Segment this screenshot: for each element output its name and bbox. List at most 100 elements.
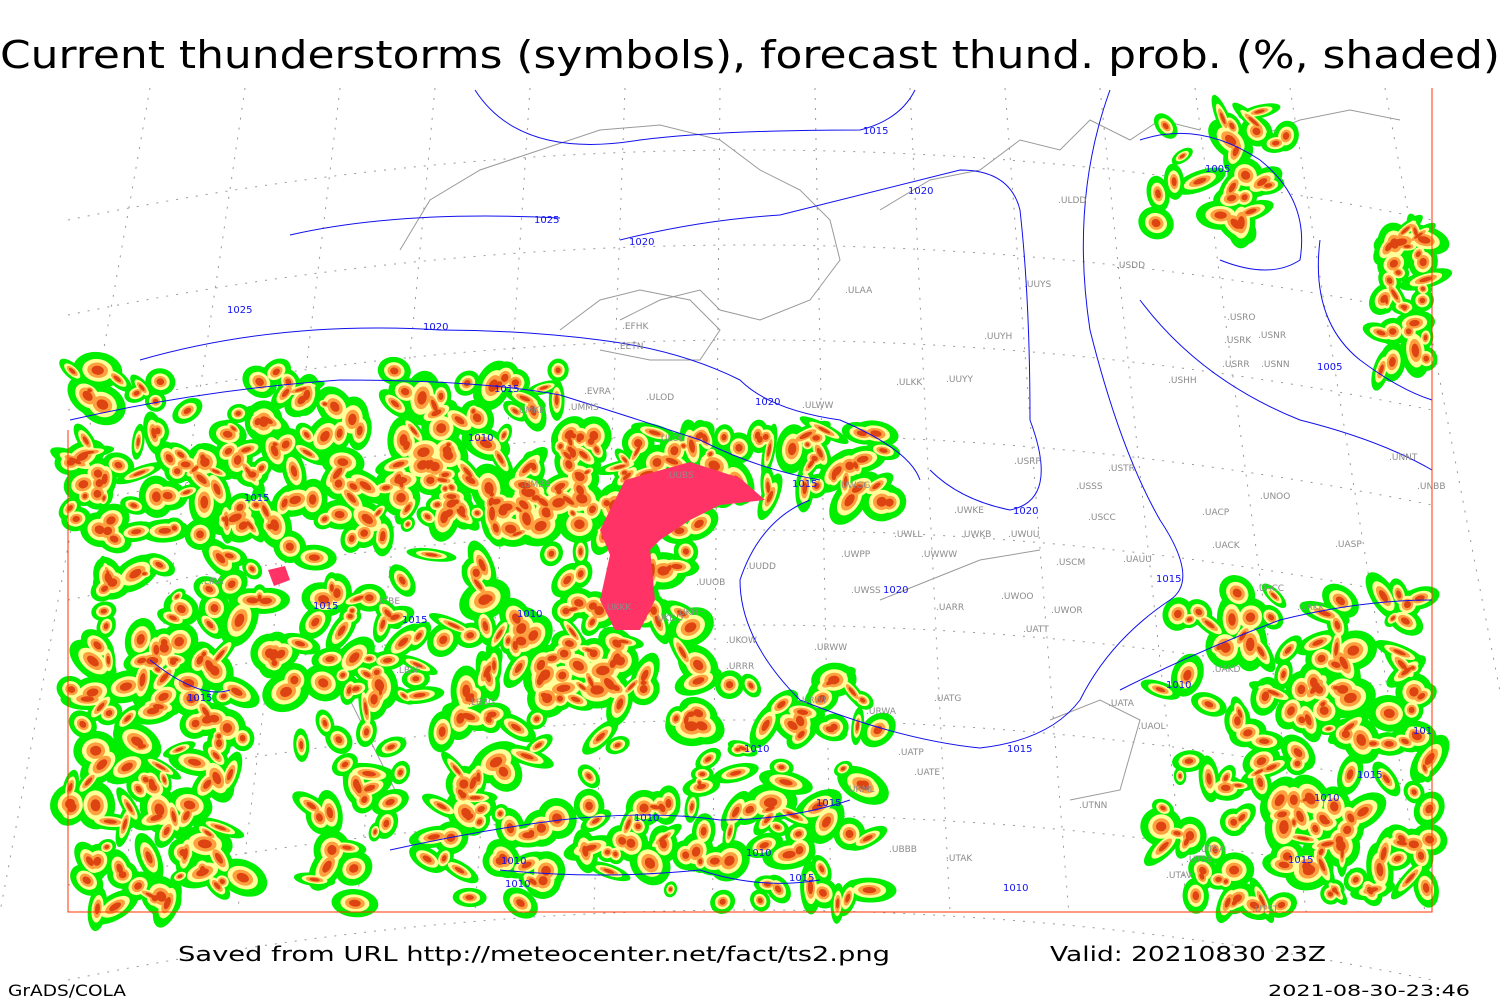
station-label: .UUOB (696, 578, 725, 588)
isobar-label: 1020 (629, 237, 654, 248)
station-label: .UNOO (1260, 492, 1290, 502)
station-label: .UUDD (746, 562, 776, 572)
isobar-label: 1025 (227, 305, 252, 316)
probability-cell (80, 696, 95, 702)
isobar-label: 1010 (517, 609, 542, 620)
station-label: .UATE (914, 768, 940, 778)
station-label: .USRO (1227, 313, 1256, 323)
isobar-label: 1020 (755, 397, 780, 408)
map-title: Current thunderstorms (symbols), forecas… (0, 33, 1500, 77)
station-label: .UASP (1335, 540, 1362, 550)
isobar-label: 1010 (1003, 883, 1028, 894)
station-label: .USRK (1224, 336, 1252, 346)
station-label: .URRR (726, 662, 754, 672)
coastline (399, 124, 841, 321)
station-label: .ULAA (845, 286, 873, 296)
station-label: .UAOL (1138, 722, 1166, 732)
station-label: .URWI (799, 696, 826, 706)
station-label: .EVRA (584, 387, 612, 397)
meridian-line (1384, 87, 1500, 694)
station-label: .UWOR (1051, 606, 1083, 616)
isobar-label: 1025 (534, 215, 559, 226)
station-label: .UUYY (946, 375, 974, 385)
station-label: .UAKD (1212, 665, 1241, 675)
probability-cell (657, 566, 670, 576)
station-label: .UACC (1256, 584, 1284, 594)
coastline (879, 119, 1201, 211)
isobar-label: 1010 (501, 856, 526, 867)
probability-cell (594, 606, 605, 616)
station-label: .UATG (934, 694, 961, 704)
probability-cell (1405, 328, 1412, 335)
station-label: .UWKB (961, 530, 991, 540)
station-label: .UNNT (1389, 453, 1418, 463)
isobar-label: 1010 (746, 848, 771, 859)
coastline (879, 549, 1041, 601)
station-label: .USNN (1261, 360, 1290, 370)
station-label: .EFHK (622, 322, 649, 332)
isobar-label: 1020 (908, 186, 933, 197)
station-label: .LBSF (396, 666, 421, 676)
station-label: .UARR (936, 603, 964, 613)
station-label: .UTNN (1079, 801, 1107, 811)
coastline (1049, 699, 1141, 801)
station-label: .UWUU (1008, 530, 1040, 540)
station-label: .ULKK (896, 378, 923, 388)
station-label: .UUYH (984, 332, 1012, 342)
station-label: .UKOW (726, 636, 757, 646)
station-label: .UKDD (654, 614, 683, 624)
isobar-label: 1015 (1007, 744, 1032, 755)
isobar-label: 1015 (187, 693, 212, 704)
isobar-label: 1005 (1317, 362, 1342, 373)
station-label: .URWW (814, 643, 847, 653)
station-label: .UWGG (838, 481, 870, 491)
station-label: .UACP (1202, 508, 1230, 518)
station-label: .UWOO (1001, 592, 1034, 602)
meridian-line (237, 87, 341, 913)
isobar-label: 1020 (883, 585, 908, 596)
isobar-label: 1015 (402, 615, 427, 626)
station-label: .UWLL (894, 530, 922, 540)
station-label: .UWPP (841, 550, 871, 560)
isobar-label: 1015 (1156, 574, 1181, 585)
generation-timestamp: 2021-08-30-23:46 (1268, 981, 1470, 1000)
station-label: .ULOD (646, 393, 674, 403)
station-label: .LYBE (376, 597, 400, 607)
probability-cell (1410, 666, 1415, 670)
isobar-label: 1015 (863, 126, 888, 137)
isobar-label: 1010 (634, 813, 659, 824)
station-label: .ULWW (802, 401, 834, 411)
isobar-label: 1015 (1357, 770, 1382, 781)
valid-time: Valid: 20210830 23Z (1050, 942, 1326, 966)
station-label: .UNBB (1417, 482, 1446, 492)
probability-cell (200, 495, 209, 509)
probability-cell (290, 675, 299, 685)
station-label: .USRR (1222, 360, 1250, 370)
isobar-label: 1005 (1205, 164, 1230, 175)
isobar-label: 1020 (423, 322, 448, 333)
station-label: .USTR (1108, 464, 1135, 474)
station-label: .UBBB (889, 845, 917, 855)
isobar-label: 1010 (1314, 793, 1339, 804)
station-label: .ULDD (1058, 196, 1086, 206)
station-label: .UMMS (568, 403, 599, 413)
station-label: .UTST (1252, 905, 1279, 915)
station-label: .UWKE (954, 506, 984, 516)
station-label: .UAUU (1123, 555, 1152, 565)
isobar-label: 1010 (468, 433, 493, 444)
station-label: .URWA (866, 707, 897, 717)
coastline (559, 289, 721, 361)
station-label: .LIRA (201, 577, 224, 587)
probability-cell (476, 772, 481, 782)
software-credit: GrADS/COLA (8, 981, 126, 1000)
isobar-label: 1015 (792, 479, 817, 490)
saved-from-url: Saved from URL http://meteocenter.net/fa… (178, 942, 890, 966)
isobar-label: 1015 (1288, 855, 1313, 866)
station-label: .UACK (1212, 541, 1241, 551)
station-label: .USRP (1014, 457, 1041, 467)
isobar-label: 101 (1413, 726, 1432, 737)
station-label: .UTAV (1166, 871, 1193, 881)
isobar-label: 1010 (1166, 680, 1191, 691)
station-label: .UTSA (1198, 845, 1226, 855)
